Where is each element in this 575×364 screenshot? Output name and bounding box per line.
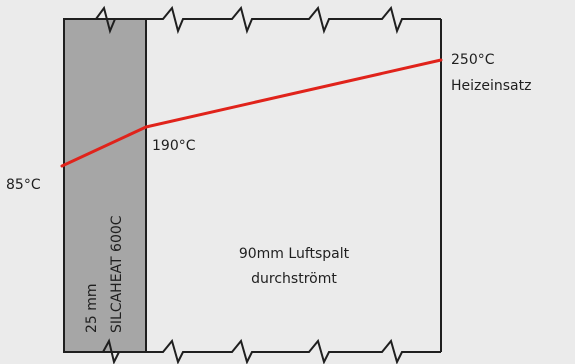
air-gap-label-line2: durchströmt xyxy=(251,271,337,287)
temperature-profile-line xyxy=(60,58,443,168)
insulation-layer xyxy=(63,18,147,353)
air-gap-label-line1: 90mm Luftspalt xyxy=(239,246,350,262)
temp-outer-label: 85°C xyxy=(6,177,41,193)
temp-interface-label: 190°C xyxy=(152,138,196,154)
bottom-break-line xyxy=(64,338,441,364)
heater-insert-label: Heizeinsatz xyxy=(451,78,531,94)
insulation-material-label: SILCAHEAT 600C xyxy=(109,215,125,333)
temp-hot-label: 250°C xyxy=(451,52,495,68)
top-break-line xyxy=(64,5,441,35)
insulation-thickness-label: 25 mm xyxy=(84,283,100,333)
